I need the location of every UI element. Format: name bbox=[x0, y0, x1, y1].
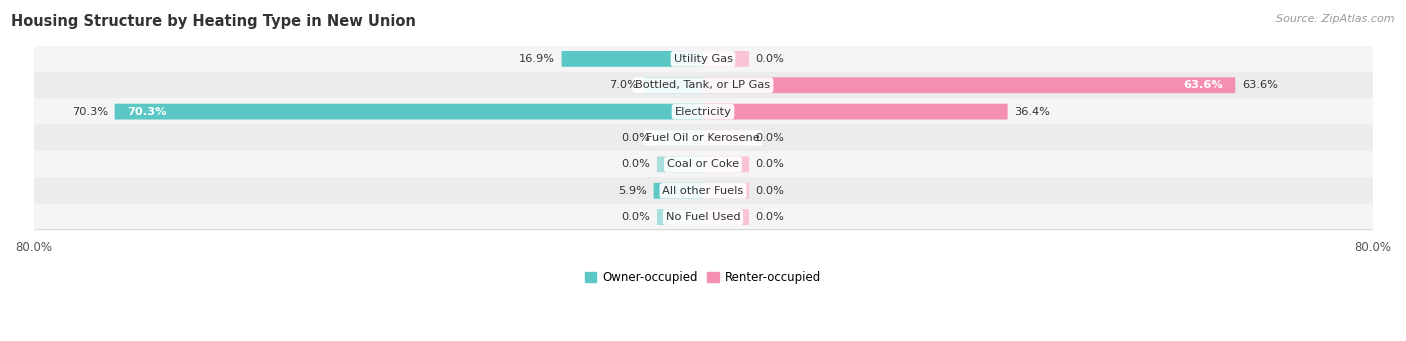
Text: 0.0%: 0.0% bbox=[755, 159, 785, 169]
Text: Utility Gas: Utility Gas bbox=[673, 54, 733, 64]
Legend: Owner-occupied, Renter-occupied: Owner-occupied, Renter-occupied bbox=[579, 266, 827, 289]
FancyBboxPatch shape bbox=[657, 157, 703, 172]
FancyBboxPatch shape bbox=[654, 183, 703, 199]
Text: 7.0%: 7.0% bbox=[609, 80, 638, 90]
FancyBboxPatch shape bbox=[703, 209, 749, 225]
Text: 0.0%: 0.0% bbox=[755, 133, 785, 143]
Text: Electricity: Electricity bbox=[675, 107, 731, 117]
FancyBboxPatch shape bbox=[115, 104, 703, 120]
Text: 36.4%: 36.4% bbox=[1014, 107, 1050, 117]
FancyBboxPatch shape bbox=[34, 177, 1372, 204]
Text: Source: ZipAtlas.com: Source: ZipAtlas.com bbox=[1277, 14, 1395, 24]
FancyBboxPatch shape bbox=[703, 77, 1236, 93]
Text: 16.9%: 16.9% bbox=[519, 54, 555, 64]
FancyBboxPatch shape bbox=[703, 130, 749, 146]
Text: No Fuel Used: No Fuel Used bbox=[665, 212, 741, 222]
FancyBboxPatch shape bbox=[703, 104, 1008, 120]
Text: 0.0%: 0.0% bbox=[621, 159, 651, 169]
Text: 70.3%: 70.3% bbox=[72, 107, 108, 117]
Text: 63.6%: 63.6% bbox=[1182, 80, 1223, 90]
Text: 0.0%: 0.0% bbox=[755, 54, 785, 64]
FancyBboxPatch shape bbox=[34, 98, 1372, 125]
FancyBboxPatch shape bbox=[703, 51, 749, 67]
FancyBboxPatch shape bbox=[34, 151, 1372, 178]
Text: Fuel Oil or Kerosene: Fuel Oil or Kerosene bbox=[647, 133, 759, 143]
FancyBboxPatch shape bbox=[34, 45, 1372, 72]
Text: 70.3%: 70.3% bbox=[127, 107, 167, 117]
Text: 5.9%: 5.9% bbox=[619, 186, 647, 196]
FancyBboxPatch shape bbox=[34, 72, 1372, 99]
FancyBboxPatch shape bbox=[657, 209, 703, 225]
FancyBboxPatch shape bbox=[703, 183, 749, 199]
FancyBboxPatch shape bbox=[34, 124, 1372, 151]
Text: Housing Structure by Heating Type in New Union: Housing Structure by Heating Type in New… bbox=[11, 14, 416, 29]
FancyBboxPatch shape bbox=[657, 130, 703, 146]
Text: Coal or Coke: Coal or Coke bbox=[666, 159, 740, 169]
FancyBboxPatch shape bbox=[703, 157, 749, 172]
Text: 63.6%: 63.6% bbox=[1241, 80, 1278, 90]
Text: 0.0%: 0.0% bbox=[755, 186, 785, 196]
Text: 0.0%: 0.0% bbox=[621, 212, 651, 222]
FancyBboxPatch shape bbox=[34, 204, 1372, 231]
Text: 0.0%: 0.0% bbox=[755, 212, 785, 222]
Text: 0.0%: 0.0% bbox=[621, 133, 651, 143]
Text: Bottled, Tank, or LP Gas: Bottled, Tank, or LP Gas bbox=[636, 80, 770, 90]
FancyBboxPatch shape bbox=[644, 77, 703, 93]
FancyBboxPatch shape bbox=[561, 51, 703, 67]
Text: All other Fuels: All other Fuels bbox=[662, 186, 744, 196]
